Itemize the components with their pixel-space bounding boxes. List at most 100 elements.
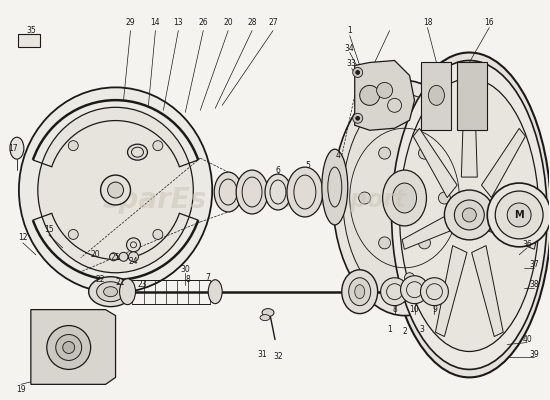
Text: 20: 20 [223, 18, 233, 27]
Circle shape [101, 175, 130, 205]
Text: 7: 7 [206, 273, 211, 282]
Polygon shape [402, 216, 450, 249]
Polygon shape [461, 82, 477, 177]
Text: 8: 8 [186, 275, 191, 284]
Circle shape [463, 208, 476, 222]
Text: 27: 27 [268, 18, 278, 27]
Text: 15: 15 [44, 225, 53, 234]
Circle shape [378, 237, 390, 249]
Ellipse shape [287, 167, 323, 217]
Circle shape [153, 141, 163, 151]
Ellipse shape [262, 309, 274, 316]
Text: 40: 40 [522, 335, 532, 344]
Text: 26: 26 [199, 18, 208, 27]
Ellipse shape [128, 144, 147, 160]
Text: 23: 23 [138, 280, 147, 289]
Text: 8: 8 [392, 305, 397, 314]
Ellipse shape [383, 170, 426, 226]
Text: 30: 30 [180, 265, 190, 274]
Text: 13: 13 [173, 18, 183, 27]
Ellipse shape [260, 315, 270, 320]
Circle shape [356, 70, 360, 74]
Text: 10: 10 [410, 305, 419, 314]
Circle shape [360, 85, 379, 105]
Ellipse shape [399, 78, 539, 352]
Text: 5: 5 [305, 161, 310, 170]
Text: 34: 34 [345, 44, 355, 53]
Circle shape [405, 273, 415, 283]
Circle shape [487, 183, 550, 247]
Circle shape [119, 252, 128, 261]
Text: 14: 14 [151, 18, 160, 27]
Circle shape [63, 342, 75, 354]
Text: 1: 1 [348, 26, 352, 35]
Circle shape [129, 252, 139, 262]
Circle shape [454, 200, 484, 230]
Text: 35: 35 [26, 26, 36, 35]
Ellipse shape [421, 278, 448, 306]
Text: 16: 16 [485, 18, 494, 27]
Circle shape [47, 326, 91, 370]
Polygon shape [472, 246, 503, 336]
Text: 32: 32 [273, 352, 283, 361]
Ellipse shape [342, 270, 378, 314]
Ellipse shape [265, 174, 291, 210]
Circle shape [356, 116, 360, 120]
Text: 19: 19 [16, 385, 26, 394]
Ellipse shape [355, 285, 365, 299]
Text: 37: 37 [529, 260, 539, 269]
Circle shape [68, 230, 78, 240]
Bar [458, 62, 487, 130]
Ellipse shape [333, 80, 476, 316]
Ellipse shape [97, 282, 124, 302]
Circle shape [438, 192, 450, 204]
Ellipse shape [322, 149, 348, 225]
Text: 4: 4 [336, 151, 340, 160]
Ellipse shape [428, 85, 444, 105]
Circle shape [495, 191, 543, 239]
Polygon shape [413, 128, 457, 198]
Circle shape [153, 230, 163, 240]
Ellipse shape [208, 280, 222, 304]
Ellipse shape [103, 287, 118, 297]
Circle shape [419, 237, 431, 249]
Circle shape [109, 253, 118, 261]
Ellipse shape [19, 87, 212, 293]
Circle shape [56, 334, 81, 360]
Text: 28: 28 [248, 18, 257, 27]
Text: 1: 1 [387, 325, 392, 334]
Text: 6: 6 [276, 166, 280, 175]
Circle shape [378, 147, 390, 159]
Text: 17: 17 [8, 144, 18, 153]
Polygon shape [31, 310, 116, 384]
Text: 36: 36 [522, 240, 532, 249]
Ellipse shape [38, 107, 193, 273]
Ellipse shape [236, 170, 268, 214]
Text: 9: 9 [432, 305, 437, 314]
Circle shape [68, 141, 78, 151]
Ellipse shape [349, 278, 371, 306]
Text: 18: 18 [423, 18, 432, 27]
FancyBboxPatch shape [18, 34, 40, 46]
Circle shape [353, 113, 362, 123]
Text: 2: 2 [402, 327, 407, 336]
Polygon shape [481, 128, 525, 198]
Text: 24: 24 [129, 257, 138, 266]
Text: 39: 39 [529, 350, 539, 359]
Ellipse shape [393, 183, 416, 213]
Ellipse shape [10, 137, 24, 159]
Circle shape [377, 82, 393, 98]
Ellipse shape [400, 276, 428, 304]
Text: 3: 3 [419, 325, 424, 334]
Text: 33: 33 [347, 59, 356, 68]
Text: 25: 25 [111, 253, 120, 262]
Text: sparEs: sparEs [102, 186, 207, 214]
Circle shape [108, 182, 124, 198]
Ellipse shape [214, 172, 242, 212]
Ellipse shape [119, 279, 135, 305]
Polygon shape [489, 216, 536, 249]
Text: M: M [514, 210, 524, 220]
Circle shape [353, 68, 362, 78]
Ellipse shape [343, 94, 466, 302]
Polygon shape [436, 246, 467, 336]
